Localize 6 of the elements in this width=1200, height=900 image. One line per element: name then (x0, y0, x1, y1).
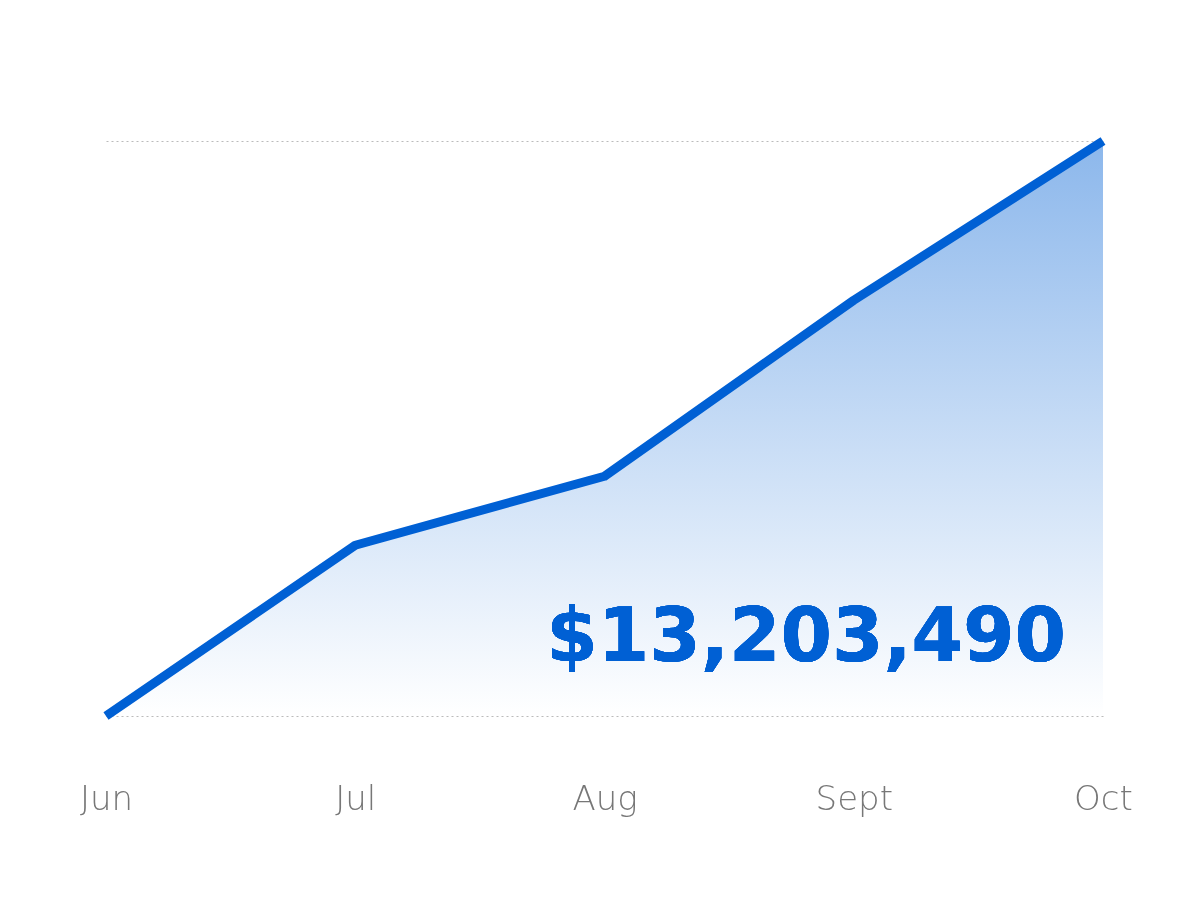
annotation: $13,203,490 (546, 592, 1066, 678)
x-tick-label: Sept (815, 777, 893, 818)
x-tick-label: Aug (572, 777, 638, 818)
x-tick-label: Jul (335, 777, 377, 818)
x-tick-label: Jun (79, 777, 134, 818)
x-tick-label: Oct (1074, 777, 1133, 818)
